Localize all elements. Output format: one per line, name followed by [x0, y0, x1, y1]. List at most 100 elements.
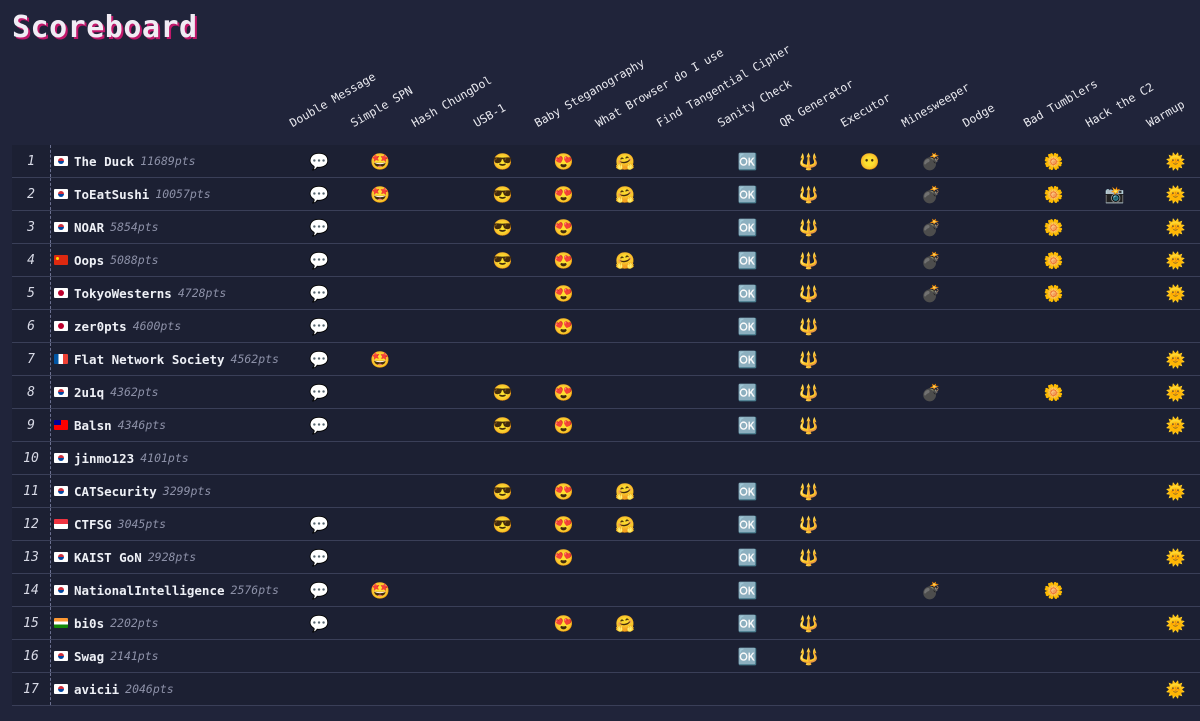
solve-icon-qr-generator: 🔱: [798, 382, 819, 402]
solve-icon-usb-1: 😎: [492, 184, 513, 204]
team-rank: 9: [12, 409, 51, 441]
team-name[interactable]: The Duck: [74, 153, 135, 169]
team-points: 4562pts: [230, 352, 279, 366]
solve-icon-baby-steganography: 😍: [553, 613, 574, 633]
team-name[interactable]: 2u1q: [74, 384, 105, 400]
table-row[interactable]: 3 NOAR 5854pts 💬 😎 😍 🆗 🔱 💣 🌼 🌞: [12, 211, 1200, 244]
team-name[interactable]: KAIST GoN: [74, 549, 142, 565]
solve-icon-double-message: 💬: [309, 613, 329, 633]
team-points: 3299pts: [162, 484, 212, 498]
table-row[interactable]: 9 Balsn 4346pts 💬 😎 😍 🆗 🔱 🌞: [12, 409, 1200, 442]
solve-icon-baby-steganography: 😍: [553, 382, 574, 402]
team-rank: 7: [12, 343, 51, 375]
table-row[interactable]: 13 KAIST GoN 2928pts 💬 😍 🆗 🔱 🌞: [12, 541, 1200, 574]
team-points: 10057pts: [155, 187, 211, 201]
solve-icon-usb-1: 😎: [492, 217, 513, 237]
solve-icon-what-browser-do-i-use: 🤗: [615, 250, 635, 270]
table-row[interactable]: 10 jinmo123 4101pts: [12, 442, 1200, 475]
solve-icon-qr-generator: 🔱: [798, 250, 819, 270]
team-name[interactable]: CATSecurity: [74, 483, 157, 499]
team-name[interactable]: ToEatSushi: [74, 186, 150, 202]
solve-icon-usb-1: 😎: [492, 514, 513, 534]
solve-icon-warmup: 🌞: [1165, 481, 1186, 501]
solve-icon-qr-generator: 🔱: [798, 349, 819, 369]
table-row[interactable]: 7 Flat Network Society 4562pts 💬 🤩 🆗 🔱 🌞: [12, 343, 1200, 376]
solve-icon-sanity-check: 🆗: [737, 382, 758, 402]
team-points: 4728pts: [177, 286, 227, 300]
solve-icon-double-message: 💬: [309, 580, 329, 600]
team-name[interactable]: bi0s: [74, 615, 105, 631]
solve-icon-qr-generator: 🔱: [798, 415, 819, 435]
team-points: 5854pts: [110, 220, 159, 234]
solve-icon-bad-tumblers: 🌼: [1043, 250, 1064, 270]
solve-icon-minesweeper: 💣: [921, 217, 941, 237]
scoreboard-table: 1 The Duck 11689pts 💬 🤩 😎 😍 🤗 🆗 🔱 😶 💣 🌼 🌞 2 ToEatSushi 1…: [12, 145, 1200, 706]
team-name[interactable]: jinmo123: [74, 450, 135, 466]
challenge-header-baby-steganography[interactable]: Baby Steganography: [531, 55, 647, 131]
team-name[interactable]: Balsn: [74, 417, 112, 433]
table-row[interactable]: 5 TokyoWesterns 4728pts 💬 😍 🆗 🔱 💣 🌼 🌞: [12, 277, 1200, 310]
challenge-header-executor[interactable]: Executor: [837, 90, 893, 130]
team-name[interactable]: Oops: [74, 252, 105, 268]
solve-icon-usb-1: 😎: [492, 415, 513, 435]
solve-icon-qr-generator: 🔱: [798, 184, 819, 204]
solve-icon-double-message: 💬: [309, 151, 329, 171]
solve-icon-sanity-check: 🆗: [737, 580, 758, 600]
page-title: Scoreboard: [12, 10, 198, 45]
table-row[interactable]: 11 CATSecurity 3299pts 😎 😍 🤗 🆗 🔱 🌞: [12, 475, 1200, 508]
solve-icon-qr-generator: 🔱: [798, 151, 819, 171]
table-row[interactable]: 6 zer0pts 4600pts 💬 😍 🆗 🔱: [12, 310, 1200, 343]
team-points: 4346pts: [117, 418, 167, 432]
team-name[interactable]: zer0pts: [74, 318, 127, 334]
challenge-header-usb-1[interactable]: USB-1: [470, 100, 508, 130]
table-row[interactable]: 8 2u1q 4362pts 💬 😎 😍 🆗 🔱 💣 🌼 🌞: [12, 376, 1200, 409]
table-row[interactable]: 17 avicii 2046pts 🌞: [12, 673, 1200, 706]
table-row[interactable]: 14 NationalIntelligence 2576pts 💬 🤩 🆗 💣 🌼: [12, 574, 1200, 607]
solve-icon-sanity-check: 🆗: [737, 250, 758, 270]
table-row[interactable]: 4 Oops 5088pts 💬 😎 😍 🤗 🆗 🔱 💣 🌼 🌞: [12, 244, 1200, 277]
solve-icon-sanity-check: 🆗: [737, 151, 758, 171]
solve-icon-bad-tumblers: 🌼: [1043, 217, 1064, 237]
table-row[interactable]: 16 Swag 2141pts 🆗 🔱: [12, 640, 1200, 673]
team-name[interactable]: NOAR: [74, 219, 105, 235]
challenge-header-warmup[interactable]: Warmup: [1143, 97, 1187, 130]
solve-icon-usb-1: 😎: [492, 151, 513, 171]
solve-icon-double-message: 💬: [309, 514, 329, 534]
solve-icon-what-browser-do-i-use: 🤗: [615, 184, 635, 204]
team-rank: 15: [12, 607, 51, 639]
team-rank: 16: [12, 640, 51, 672]
table-row[interactable]: 1 The Duck 11689pts 💬 🤩 😎 😍 🤗 🆗 🔱 😶 💣 🌼 🌞: [12, 145, 1200, 178]
challenge-header-dodge[interactable]: Dodge: [960, 100, 998, 130]
solve-icon-baby-steganography: 😍: [553, 514, 574, 534]
team-name[interactable]: TokyoWesterns: [74, 285, 172, 301]
team-name[interactable]: Swag: [74, 648, 105, 664]
team-rank: 1: [12, 145, 51, 177]
solve-icon-double-message: 💬: [309, 250, 329, 270]
table-row[interactable]: 2 ToEatSushi 10057pts 💬 🤩 😎 😍 🤗 🆗 🔱 💣 🌼 📸 🌞: [12, 178, 1200, 211]
team-cell: avicii 2046pts: [74, 673, 174, 705]
team-cell: The Duck 11689pts: [74, 145, 196, 177]
team-name[interactable]: Flat Network Society: [74, 351, 225, 367]
team-cell: ToEatSushi 10057pts: [74, 178, 211, 210]
flag-kr-icon: [54, 189, 68, 199]
solve-icon-minesweeper: 💣: [921, 184, 941, 204]
flag-kr-icon: [54, 552, 68, 562]
table-row[interactable]: 15 bi0s 2202pts 💬 😍 🤗 🆗 🔱 🌞: [12, 607, 1200, 640]
flag-kr-icon: [54, 387, 68, 397]
solve-icon-simple-spn: 🤩: [370, 184, 391, 204]
solve-icon-double-message: 💬: [309, 217, 329, 237]
challenge-header-minesweeper[interactable]: Minesweeper: [899, 79, 972, 130]
table-row[interactable]: 12 CTFSG 3045pts 💬 😎 😍 🤗 🆗 🔱: [12, 508, 1200, 541]
team-name[interactable]: avicii: [74, 681, 120, 697]
solve-icon-sanity-check: 🆗: [737, 349, 758, 369]
flag-kr-icon: [54, 651, 68, 661]
solve-icon-warmup: 🌞: [1165, 151, 1186, 171]
team-name[interactable]: NationalIntelligence: [74, 582, 225, 598]
flag-kr-icon: [54, 156, 68, 166]
solve-icon-warmup: 🌞: [1165, 184, 1186, 204]
team-cell: TokyoWesterns 4728pts: [74, 277, 226, 309]
team-name[interactable]: CTFSG: [74, 516, 112, 532]
flag-tw-icon: [54, 420, 68, 430]
team-points: 5088pts: [110, 253, 159, 267]
solve-icon-warmup: 🌞: [1165, 679, 1186, 699]
